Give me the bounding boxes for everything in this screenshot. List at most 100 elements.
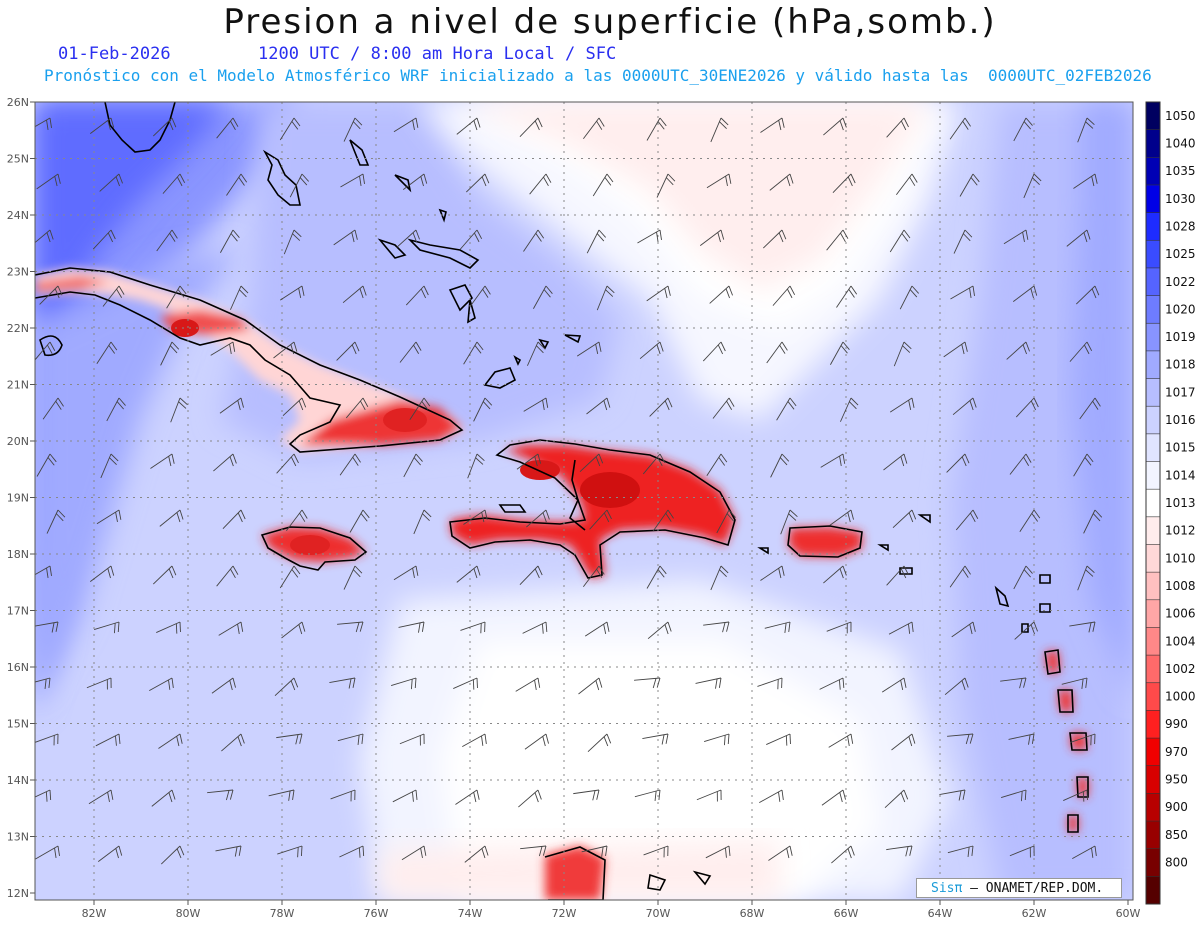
colorbar-label-950: 950: [1165, 773, 1188, 787]
colorbar-swatch: [1146, 406, 1160, 435]
lat-label-25N: 25N: [7, 153, 29, 166]
colorbar-label-800: 800: [1165, 856, 1188, 870]
colorbar-swatch: [1146, 295, 1160, 324]
colorbar-swatch: [1146, 793, 1160, 822]
colorbar-label-1002: 1002: [1165, 662, 1196, 676]
colorbar-swatch: [1146, 848, 1160, 877]
colorbar-swatch: [1146, 350, 1160, 380]
pressure-field: [35, 102, 1133, 900]
lat-label-21N: 21N: [7, 379, 29, 392]
colorbar-swatch: [1146, 738, 1160, 767]
lon-label-66W: 66W: [834, 907, 859, 920]
latitude-labels: 26N 25N 24N 23N 22N 21N 20N 19N 18N 17N 16N 15N 14N 1…: [7, 96, 35, 900]
graticule: [35, 102, 1133, 900]
colorbar-label-1050: 1050: [1165, 109, 1196, 123]
colorbar-swatch: [1146, 572, 1160, 601]
colorbar-swatch: [1146, 682, 1160, 711]
lat-label-13N: 13N: [7, 831, 29, 844]
colorbar-swatch: [1146, 461, 1160, 490]
colorbar-label-1025: 1025: [1165, 247, 1196, 261]
colorbar-label-970: 970: [1165, 745, 1188, 759]
lon-label-70W: 70W: [646, 907, 671, 920]
wind-barbs: [35, 117, 1103, 865]
colorbar-swatch: [1146, 544, 1160, 573]
colorbar-label-1004: 1004: [1165, 634, 1196, 648]
colorbar-swatch: [1146, 489, 1160, 518]
lon-label-68W: 68W: [740, 907, 765, 920]
lon-label-74W: 74W: [458, 907, 483, 920]
colorbar-swatch: [1146, 599, 1160, 628]
lat-label-20N: 20N: [7, 435, 29, 448]
lat-label-17N: 17N: [7, 605, 29, 618]
lat-label-18N: 18N: [7, 548, 29, 561]
lat-label-19N: 19N: [7, 492, 29, 505]
colorbar-swatch: [1146, 129, 1160, 158]
colorbar-label-1012: 1012: [1165, 524, 1196, 538]
colorbar-label-1013: 1013: [1165, 496, 1196, 510]
colorbar-label-850: 850: [1165, 828, 1188, 842]
colorbar-swatch: [1146, 627, 1160, 656]
colorbar-label-990: 990: [1165, 717, 1188, 731]
credit-brand: Sisπ: [931, 881, 963, 896]
lon-label-60W: 60W: [1116, 907, 1141, 920]
colorbar-label-900: 900: [1165, 800, 1188, 814]
lat-label-24N: 24N: [7, 209, 29, 222]
colorbar-label-1019: 1019: [1165, 330, 1196, 344]
colorbar-swatch: [1146, 240, 1160, 269]
colorbar-label-1028: 1028: [1165, 219, 1196, 233]
colorbar-swatch: [1146, 267, 1160, 297]
lat-label-26N: 26N: [7, 96, 29, 109]
colorbar-label-1010: 1010: [1165, 551, 1196, 565]
forecast-info: Pronóstico con el Modelo Atmosférico WRF…: [44, 66, 1152, 85]
colorbar: 1050 1040 1035 1030 1028 1025 1022 1020 1019 1018…: [1145, 101, 1196, 905]
colorbar-swatch: [1146, 378, 1160, 407]
credit-text: – ONAMET/REP.DOM.: [970, 881, 1104, 896]
lat-label-22N: 22N: [7, 322, 29, 335]
lon-label-76W: 76W: [364, 907, 389, 920]
colorbar-swatch: [1146, 323, 1160, 352]
colorbar-label-1015: 1015: [1165, 441, 1196, 455]
colorbar-label-1008: 1008: [1165, 579, 1196, 593]
colorbar-label-1017: 1017: [1165, 385, 1196, 399]
colorbar-swatch: [1146, 655, 1160, 684]
colorbar-label-1040: 1040: [1165, 136, 1196, 150]
colorbar-swatch: [1146, 876, 1160, 905]
colorbar-swatch: [1146, 102, 1160, 131]
land-highs: [35, 268, 1088, 900]
lon-label-82W: 82W: [82, 907, 107, 920]
longitude-labels: 82W 80W 78W 76W 74W 72W 70W 68W 66W 64W 62W 60W: [82, 900, 1141, 920]
lon-label-80W: 80W: [176, 907, 201, 920]
lat-label-16N: 16N: [7, 661, 29, 674]
colorbar-label-1030: 1030: [1165, 192, 1196, 206]
colorbar-label-1006: 1006: [1165, 607, 1196, 621]
colorbar-label-1016: 1016: [1165, 413, 1196, 427]
lat-label-23N: 23N: [7, 266, 29, 279]
colorbar-label-1035: 1035: [1165, 164, 1196, 178]
colorbar-swatch: [1146, 710, 1160, 739]
map-title: Presion a nivel de superficie (hPa,somb.…: [223, 2, 997, 42]
colorbar-label-1018: 1018: [1165, 358, 1196, 372]
date-label: 01-Feb-2026: [58, 44, 171, 64]
colorbar-label-1000: 1000: [1165, 690, 1196, 704]
colorbar-swatch: [1146, 184, 1160, 214]
time-info: 1200 UTC / 8:00 am Hora Local / SFC: [258, 44, 617, 64]
colorbar-label-1022: 1022: [1165, 275, 1196, 289]
colorbar-swatch: [1146, 157, 1160, 186]
colorbar-swatch: [1146, 516, 1160, 545]
map-frame: [34, 101, 1134, 901]
colorbar-label-1014: 1014: [1165, 468, 1196, 482]
lon-label-64W: 64W: [928, 907, 953, 920]
lon-label-72W: 72W: [552, 907, 577, 920]
colorbar-label-1020: 1020: [1165, 302, 1196, 316]
colorbar-swatch: [1146, 765, 1160, 794]
coastlines: [35, 102, 1089, 900]
colorbar-swatch: [1146, 821, 1160, 850]
lat-label-12N: 12N: [7, 887, 29, 900]
lat-label-15N: 15N: [7, 718, 29, 731]
lon-label-78W: 78W: [270, 907, 295, 920]
colorbar-swatch: [1146, 212, 1160, 241]
lon-label-62W: 62W: [1022, 907, 1047, 920]
lat-label-14N: 14N: [7, 774, 29, 787]
colorbar-swatch: [1146, 433, 1160, 463]
